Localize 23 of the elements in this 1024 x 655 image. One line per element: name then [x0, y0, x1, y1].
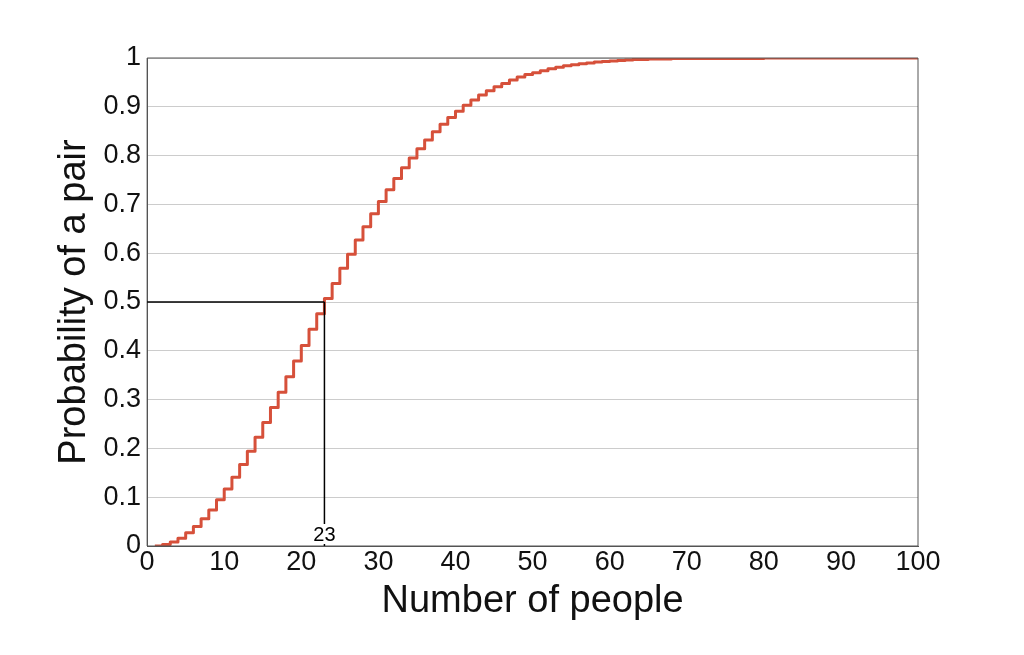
- x-axis-title: Number of people: [381, 577, 684, 620]
- ref-line-label: 23: [313, 522, 336, 545]
- x-tick-label: 30: [363, 545, 394, 576]
- x-tick-label: 50: [517, 545, 548, 576]
- y-tick-label: 0.3: [103, 383, 142, 414]
- x-tick-label: 40: [440, 545, 471, 576]
- x-tick-label: 90: [825, 545, 856, 576]
- y-tick-label: 0.5: [103, 285, 142, 316]
- y-tick-label: 0.1: [103, 480, 142, 511]
- x-tick-label: 80: [748, 545, 779, 576]
- y-tick-label: 0.2: [103, 431, 142, 462]
- x-tick-label: 20: [286, 545, 317, 576]
- x-tick-label: 60: [594, 545, 625, 576]
- x-tick-label: 70: [671, 545, 702, 576]
- y-tick-label: 0.8: [103, 139, 142, 170]
- y-axis-title: Probability of a pair: [51, 139, 94, 465]
- y-tick-label: 0.4: [103, 334, 142, 365]
- y-tick-label: 0.7: [103, 187, 142, 218]
- y-tick-label: 1: [126, 41, 142, 72]
- x-tick-label: 100: [895, 545, 941, 576]
- x-tick-label: 10: [209, 545, 240, 576]
- y-tick-label: 0.9: [103, 90, 142, 121]
- y-tick-label: 0.6: [103, 236, 142, 267]
